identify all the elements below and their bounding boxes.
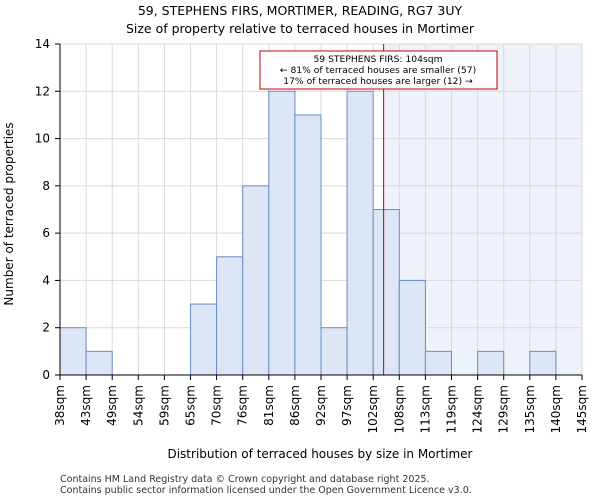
histogram-bar xyxy=(320,327,348,376)
y-tick-label: 8 xyxy=(42,179,50,193)
x-tick-label: 119sqm xyxy=(445,385,459,433)
histogram-bar xyxy=(190,303,218,376)
x-tick-label: 54sqm xyxy=(131,385,145,426)
x-tick-label: 108sqm xyxy=(392,385,406,433)
chart-title-line1: 59, STEPHENS FIRS, MORTIMER, READING, RG… xyxy=(138,3,463,18)
x-tick-label: 145sqm xyxy=(575,385,589,433)
x-tick-label: 97sqm xyxy=(340,385,354,426)
histogram-bar xyxy=(372,209,400,376)
annotation-larger: 17% of terraced houses are larger (12) → xyxy=(283,76,473,87)
histogram-bar xyxy=(346,90,374,376)
y-tick-label: 10 xyxy=(35,132,50,146)
histogram-bar xyxy=(477,350,505,376)
annotation-title: 59 STEPHENS FIRS: 104sqm xyxy=(313,54,442,65)
y-axis-label: Number of terraced properties xyxy=(2,122,16,305)
histogram-bar xyxy=(424,350,452,376)
histogram-bar xyxy=(294,114,322,376)
y-tick-label: 4 xyxy=(42,273,50,287)
y-tick-label: 0 xyxy=(42,368,50,382)
x-tick-label: 81sqm xyxy=(262,385,276,426)
x-tick-label: 124sqm xyxy=(471,385,485,433)
annotation-smaller: ← 81% of terraced houses are smaller (57… xyxy=(280,65,476,76)
x-axis-label: Distribution of terraced houses by size … xyxy=(167,447,472,461)
x-tick-label: 92sqm xyxy=(314,385,328,426)
footer-line2: Contains public sector information licen… xyxy=(60,485,472,496)
y-tick-label: 6 xyxy=(42,226,50,240)
x-tick-label: 129sqm xyxy=(497,385,511,433)
histogram-bar xyxy=(59,327,87,376)
y-tick-label: 2 xyxy=(42,321,50,335)
histogram-bar xyxy=(398,279,426,376)
x-tick-label: 49sqm xyxy=(105,385,119,426)
histogram-bar xyxy=(85,350,113,376)
histogram-bar xyxy=(242,185,270,376)
footer-line1: Contains HM Land Registry data © Crown c… xyxy=(60,474,430,485)
x-tick-label: 65sqm xyxy=(184,385,198,426)
chart-title-line2: Size of property relative to terraced ho… xyxy=(126,21,475,36)
x-tick-label: 86sqm xyxy=(288,385,302,426)
x-tick-label: 135sqm xyxy=(523,385,537,433)
histogram-bar xyxy=(529,350,557,376)
y-tick-label: 12 xyxy=(35,84,50,98)
x-tick-label: 140sqm xyxy=(549,385,563,433)
x-tick-label: 113sqm xyxy=(418,385,432,433)
marker-annotation: 59 STEPHENS FIRS: 104sqm ← 81% of terrac… xyxy=(259,50,498,90)
x-tick-label: 70sqm xyxy=(210,385,224,426)
annotation-box xyxy=(259,50,498,90)
plot-area: 0 2 4 6 8 10 12 14 38sqm 43sqm 49sqm 54sqm 59sqm 65sq… xyxy=(35,37,589,433)
histogram-bar xyxy=(216,256,244,376)
y-tick-label: 14 xyxy=(35,37,50,51)
x-tick-label: 59sqm xyxy=(157,385,171,426)
x-tick-label: 38sqm xyxy=(53,385,67,426)
x-tick-label: 102sqm xyxy=(366,385,380,433)
x-tick-label: 43sqm xyxy=(79,385,93,426)
x-tick-label: 76sqm xyxy=(236,385,250,426)
histogram-bar xyxy=(268,90,296,376)
